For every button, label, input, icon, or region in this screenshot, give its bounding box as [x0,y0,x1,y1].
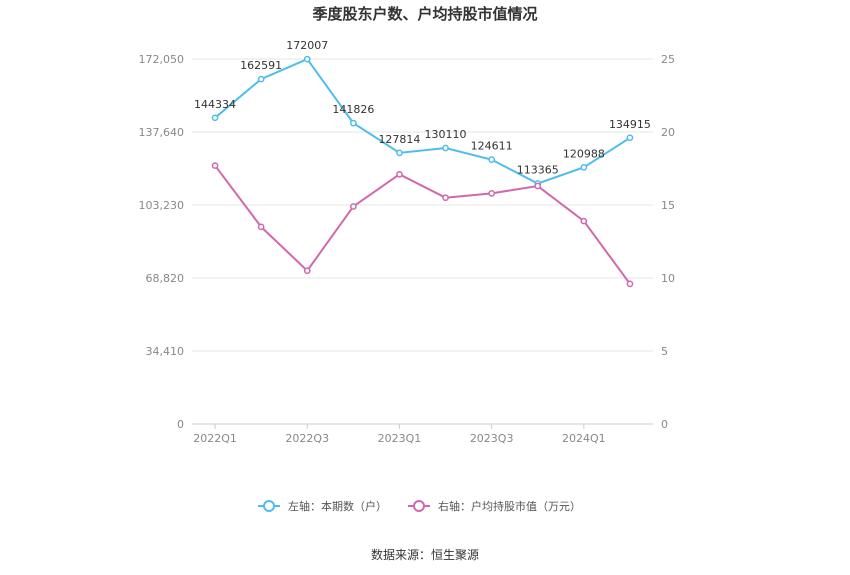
series-2-point[interactable] [626,280,634,288]
series-line-1 [214,57,631,185]
axes: 0 0 34,410 5 68,820 10 103,230 15 137,640 20 172,0… [139,53,676,445]
data-label: 144334 [194,98,236,111]
series-line-2 [214,164,631,285]
data-label: 172007 [286,39,328,52]
legend-item-1[interactable]: 左轴：本期数（户） [258,499,387,513]
x-axis-tick-label: 2023Q1 [378,432,422,445]
data-label: 113365 [517,163,559,176]
legend-item-2[interactable]: 右轴：户均持股市值（万元） [408,499,581,513]
left-axis-tick-label: 103,230 [139,199,185,212]
series-1-point[interactable] [257,75,265,83]
series-2-point[interactable] [442,194,449,202]
left-axis-tick-label: 34,410 [146,345,185,358]
x-axis-tick-label: 2022Q1 [193,432,237,445]
right-axis-tick-label: 15 [661,199,675,212]
grid-lines [192,58,653,425]
series-group: 144334 162591 172007 141826 127814 130110 1246… [194,39,651,288]
series-1-point[interactable] [488,156,495,163]
left-axis-tick-label: 0 [177,418,184,431]
legend-swatch-marker [413,500,425,512]
x-axis-tick-label: 2023Q3 [470,432,514,445]
series-2-point[interactable] [488,189,495,197]
series-2-point[interactable] [211,162,219,169]
legend-label: 左轴：本期数（户） [288,499,387,513]
data-label: 127814 [378,133,420,146]
right-axis-tick-label: 25 [661,53,675,66]
series-2-point[interactable] [580,217,588,225]
series-2-point[interactable] [257,223,265,231]
data-label: 120988 [563,147,605,160]
left-axis-tick-label: 137,640 [139,126,185,139]
legend[interactable]: 左轴：本期数（户） 右轴：户均持股市值（万元） [258,499,581,513]
series-1-point[interactable] [442,144,449,152]
data-label: 124611 [471,140,513,153]
series-1-point[interactable] [303,55,311,63]
right-axis-tick-label: 10 [661,272,675,285]
right-axis-tick-label: 0 [661,418,668,431]
legend-swatch-marker [263,500,275,512]
data-label: 141826 [332,103,374,116]
left-axis-tick-label: 172,050 [139,53,185,66]
data-label: 130110 [425,128,467,141]
right-axis-tick-label: 5 [661,345,668,358]
x-axis-tick-label: 2024Q1 [562,432,606,445]
data-label: 134915 [609,118,651,131]
series-2-point[interactable] [350,203,357,210]
series-2-point[interactable] [396,170,403,178]
series-1-point[interactable] [580,163,588,171]
series-2-point[interactable] [303,267,311,275]
series-1-point[interactable] [350,119,357,127]
series-1-point[interactable] [396,149,403,157]
legend-label: 右轴：户均持股市值（万元） [438,499,581,513]
chart-title: 季度股东户数、户均持股市值情况 [312,5,537,23]
x-axis-tick-label: 2022Q3 [285,432,329,445]
source-note: 数据来源：恒生聚源 [371,547,479,562]
left-axis-tick-label: 68,820 [146,272,185,285]
right-axis-tick-label: 20 [661,126,675,139]
series-1-point[interactable] [211,114,219,122]
series-2-point[interactable] [534,182,542,190]
data-label: 162591 [240,59,282,72]
series-1-point[interactable] [626,134,634,142]
